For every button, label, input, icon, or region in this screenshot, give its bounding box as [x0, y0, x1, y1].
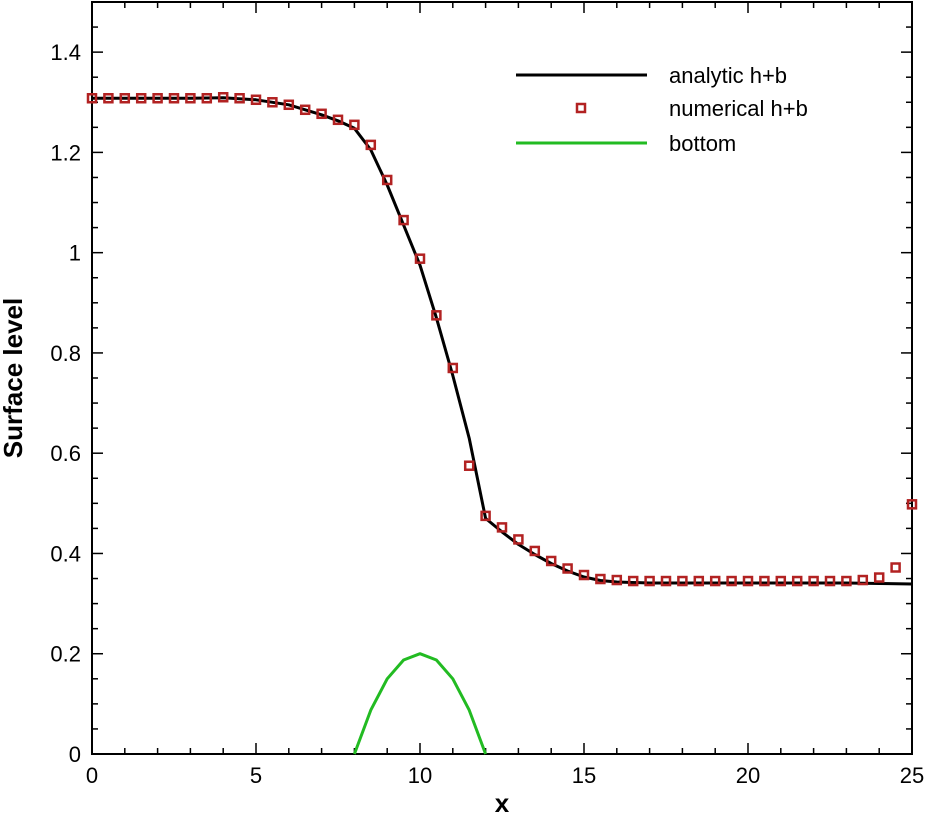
data-point	[906, 499, 918, 510]
x-tick-label: 0	[86, 763, 98, 788]
data-point	[185, 93, 196, 104]
series-line-analytic-h-b	[92, 96, 913, 586]
data-point	[562, 563, 573, 574]
data-point	[660, 575, 672, 587]
data-point	[513, 534, 524, 545]
data-point	[496, 522, 508, 533]
data-point	[791, 575, 803, 587]
data-point	[234, 93, 245, 104]
data-point	[742, 575, 754, 587]
data-point	[627, 575, 639, 587]
data-point	[119, 93, 131, 104]
data-point	[86, 93, 98, 104]
data-point	[890, 562, 901, 573]
series-line-bottom	[352, 652, 488, 755]
y-tick-label: 1.4	[50, 40, 81, 65]
data-point	[349, 119, 360, 131]
y-tick-label: 0.4	[50, 541, 81, 566]
data-point	[529, 545, 541, 557]
data-point	[578, 569, 590, 581]
data-point	[431, 310, 442, 321]
y-axis-label: Surface level	[0, 298, 28, 458]
data-point	[250, 94, 262, 106]
x-axis-label: x	[495, 788, 510, 817]
legend-label: analytic h+b	[669, 63, 787, 88]
y-tick-label: 1	[69, 241, 81, 266]
y-tick-label: 0.6	[50, 441, 81, 466]
data-point	[611, 574, 623, 586]
tick-labels: 0 5 10 15 20 25 0 0.2 0.4 0.6 0.8 1 1.2 1.4	[50, 40, 924, 788]
data-point	[726, 575, 737, 587]
data-point	[480, 510, 491, 522]
data-point	[873, 572, 885, 583]
data-point	[545, 555, 557, 567]
data-point	[201, 93, 213, 104]
data-point	[857, 574, 869, 586]
data-point	[103, 93, 114, 104]
x-tick-label: 10	[408, 763, 432, 788]
legend-label: numerical h+b	[669, 96, 808, 121]
x-tick-label: 15	[572, 763, 596, 788]
data-point	[824, 575, 836, 587]
data-point	[414, 253, 426, 264]
legend: analytic h+b numerical h+b bottom	[516, 63, 808, 156]
data-point	[595, 573, 606, 585]
y-tick-label: 0.8	[50, 341, 81, 366]
data-point	[316, 108, 327, 120]
axis-ticks	[91, 1, 913, 755]
x-tick-label: 20	[736, 763, 760, 788]
data-point	[299, 104, 311, 116]
data-point	[677, 575, 688, 587]
series-layer	[86, 92, 918, 755]
data-point	[644, 575, 655, 587]
data-point	[759, 575, 770, 587]
data-point	[135, 93, 147, 104]
y-tick-label: 0.2	[50, 642, 81, 667]
data-point	[808, 575, 819, 587]
legend-swatch-marker	[575, 102, 587, 114]
y-tick-label: 0	[69, 742, 81, 767]
data-point	[693, 575, 705, 587]
data-point	[332, 114, 344, 126]
data-point	[267, 97, 278, 108]
data-point	[381, 174, 393, 186]
data-point	[463, 460, 475, 471]
data-point	[365, 139, 377, 151]
data-point	[447, 362, 459, 374]
data-point	[398, 214, 409, 226]
data-point	[168, 93, 180, 104]
x-tick-label: 5	[250, 763, 262, 788]
data-point	[841, 575, 852, 587]
data-point	[775, 575, 787, 587]
data-point	[709, 575, 721, 587]
legend-label: bottom	[669, 131, 736, 156]
data-point	[217, 92, 229, 103]
data-point	[152, 93, 163, 104]
y-tick-label: 1.2	[50, 140, 81, 165]
data-point	[283, 99, 295, 111]
x-tick-label: 25	[900, 763, 924, 788]
